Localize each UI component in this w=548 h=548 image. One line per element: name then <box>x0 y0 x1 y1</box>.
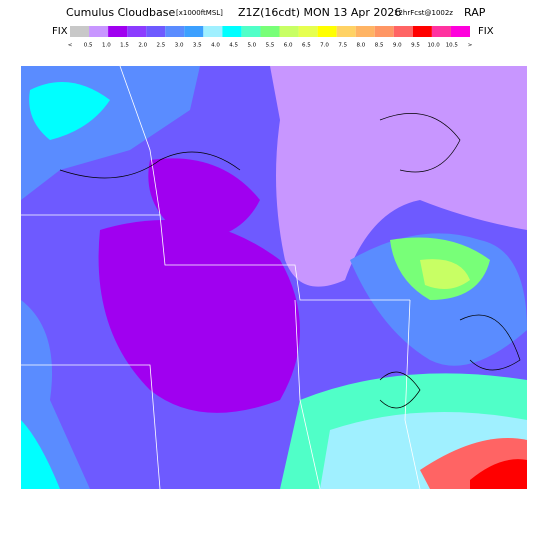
legend-swatch <box>260 26 280 37</box>
legend-label: 7.5 <box>338 43 347 49</box>
legend-label: 10.5 <box>446 43 459 49</box>
legend: <0.5 1.0 1.5 2.0 2.5 3.0 3.5 4.0 4.5 5.0 5.5 6.0 6.5… <box>68 26 473 49</box>
forecast: 12hrFcst@1002z <box>394 9 453 17</box>
fix-left: FIX <box>52 26 68 37</box>
legend-label: > <box>468 43 473 49</box>
legend-label: < <box>68 43 73 49</box>
legend-label: 6.0 <box>284 43 293 49</box>
legend-label: 3.0 <box>175 43 184 49</box>
legend-swatch <box>279 26 299 37</box>
legend-label: 2.5 <box>157 43 166 49</box>
legend-swatch <box>317 26 337 37</box>
legend-label: 1.0 <box>102 43 111 49</box>
legend-swatch <box>108 26 128 37</box>
legend-swatch <box>165 26 185 37</box>
title: Cumulus Cloudbase <box>66 6 175 19</box>
units: [x1000ftMSL] <box>176 9 223 17</box>
legend-swatch <box>184 26 204 37</box>
legend-label: 4.0 <box>211 43 220 49</box>
legend-swatch <box>431 26 451 37</box>
legend-swatch <box>450 26 470 37</box>
model: RAP <box>464 6 486 19</box>
legend-swatch <box>298 26 318 37</box>
legend-swatch <box>127 26 147 37</box>
legend-label: 8.5 <box>375 43 384 49</box>
legend-label: 5.0 <box>247 43 256 49</box>
legend-label: 10.0 <box>428 43 441 49</box>
legend-label: 8.0 <box>357 43 366 49</box>
legend-label: 3.5 <box>193 43 202 49</box>
legend-swatch <box>412 26 432 37</box>
legend-label: 9.0 <box>393 43 402 49</box>
legend-label: 9.5 <box>411 43 420 49</box>
legend-label: 1.5 <box>120 43 129 49</box>
map <box>21 66 527 489</box>
valid-time: Z1Z(16cdt) MON 13 Apr 2026 <box>238 6 401 19</box>
legend-swatch <box>70 26 90 37</box>
legend-swatch <box>146 26 166 37</box>
legend-swatch <box>203 26 223 37</box>
legend-swatch <box>355 26 375 37</box>
legend-label: 0.5 <box>84 43 93 49</box>
fix-right: FIX <box>478 26 494 37</box>
legend-swatch <box>89 26 109 37</box>
legend-label: 6.5 <box>302 43 311 49</box>
legend-label: 5.5 <box>266 43 275 49</box>
legend-swatch <box>241 26 261 37</box>
legend-swatch <box>393 26 413 37</box>
legend-swatch <box>336 26 356 37</box>
legend-swatch <box>374 26 394 37</box>
legend-label: 7.0 <box>320 43 329 49</box>
legend-swatch <box>222 26 242 37</box>
legend-label: 2.0 <box>138 43 147 49</box>
legend-label: 4.5 <box>229 43 238 49</box>
